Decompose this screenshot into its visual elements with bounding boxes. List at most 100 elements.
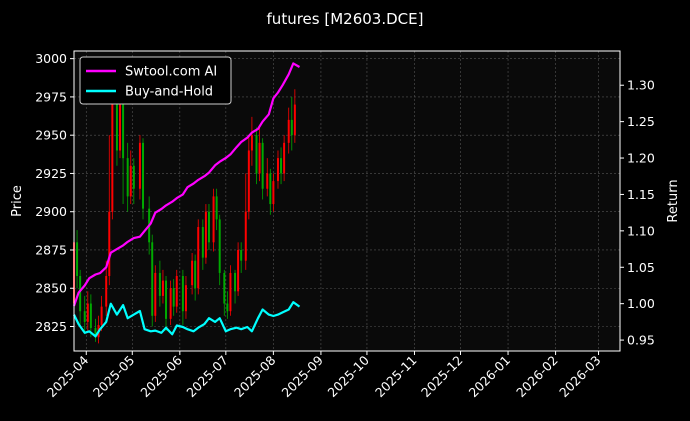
candle-body: [215, 196, 218, 220]
y-tick-label: 2825: [35, 319, 67, 334]
candle: [201, 219, 204, 270]
y-axis-title-return: Return: [666, 179, 681, 222]
candle: [283, 135, 286, 182]
candle-body: [154, 272, 157, 316]
y-tick-label: 2900: [35, 204, 67, 219]
candle-body: [223, 272, 226, 304]
candle: [126, 142, 129, 212]
candle: [244, 173, 247, 270]
candle-body: [218, 219, 221, 273]
y2-tick-label: 0.95: [627, 333, 655, 348]
candle-body: [151, 242, 154, 316]
series-line-ai: [72, 62, 301, 307]
candle: [229, 265, 232, 316]
candle: [89, 294, 92, 338]
candle: [86, 291, 89, 332]
candle: [76, 230, 79, 289]
candle-body: [175, 276, 178, 307]
candle-body: [89, 303, 92, 329]
candle-body: [255, 135, 258, 174]
candle-body: [197, 227, 200, 289]
candle: [223, 269, 226, 316]
candle-body: [132, 165, 135, 189]
candle: [191, 253, 194, 295]
y2-tick-label: 1.15: [627, 187, 655, 202]
candle-body: [201, 227, 204, 258]
y-tick-label: 2850: [35, 281, 67, 296]
candle: [197, 219, 200, 295]
candle: [165, 276, 168, 332]
candle-body: [229, 272, 232, 312]
candle: [204, 204, 207, 264]
candle: [132, 158, 135, 205]
legend: Swtool.com AI Buy-and-Hold: [79, 56, 232, 105]
legend-label-bh: Buy-and-Hold: [125, 85, 213, 100]
y2-tick-label: 1.10: [627, 223, 655, 238]
candle-body: [158, 272, 161, 296]
y2-tick-label: 1.20: [627, 151, 655, 166]
candle: [287, 107, 290, 154]
candle-body: [105, 276, 108, 307]
candle-body: [138, 142, 141, 189]
y-tick-label: 2975: [35, 89, 67, 104]
candle: [234, 269, 237, 304]
candle-body: [261, 142, 264, 189]
candle: [276, 150, 279, 189]
candle-body: [119, 104, 122, 151]
candle-body: [83, 311, 86, 322]
candle-body: [244, 211, 247, 261]
candle: [215, 188, 218, 231]
candle-body: [247, 150, 250, 212]
candle: [258, 127, 261, 182]
candle: [240, 242, 243, 273]
candle: [255, 127, 258, 185]
candle: [194, 254, 197, 301]
candle-body: [129, 165, 132, 197]
candle-body: [115, 96, 118, 151]
candle-body: [126, 158, 129, 197]
candle: [94, 318, 97, 342]
candle: [83, 295, 86, 335]
candle-body: [169, 288, 172, 319]
candle: [218, 214, 221, 286]
candle-body: [280, 158, 283, 174]
candle-body: [76, 242, 79, 276]
candle-body: [287, 119, 290, 143]
candle: [269, 168, 272, 215]
candle: [184, 276, 187, 319]
candle: [151, 234, 154, 327]
return-axis: 0.95 1.00 1.05 1.10 1.15 1.20 1.25 1.30: [620, 78, 655, 348]
series-line-buy-and-hold: [73, 301, 301, 338]
chart-title: futures [M2603.DCE]: [267, 10, 424, 28]
y-tick-label: 2950: [35, 128, 67, 143]
candle-body: [142, 142, 145, 209]
candle-body: [184, 285, 187, 312]
candle-body: [204, 211, 207, 258]
candle: [142, 138, 145, 220]
candle: [266, 158, 269, 197]
y2-tick-label: 1.25: [627, 114, 655, 129]
legend-label-ai: Swtool.com AI: [125, 65, 217, 80]
candle: [129, 150, 132, 205]
candle: [154, 265, 157, 322]
candle-body: [79, 276, 82, 312]
candle: [172, 279, 175, 316]
y2-tick-label: 1.00: [627, 296, 655, 311]
candle: [250, 116, 253, 166]
candle: [100, 295, 103, 332]
y-tick-label: 3000: [35, 51, 67, 66]
candle-body: [240, 249, 243, 261]
candle-body: [226, 303, 229, 312]
candle: [169, 280, 172, 325]
plot-frame: [73, 50, 621, 352]
candle: [207, 204, 210, 250]
candle-body: [290, 119, 293, 136]
candle: [79, 269, 82, 325]
candle-body: [181, 276, 184, 312]
candle-body: [111, 96, 114, 212]
candle-body: [266, 173, 269, 189]
candle: [138, 135, 141, 200]
candle-body: [258, 142, 261, 174]
candle-body: [212, 196, 215, 243]
